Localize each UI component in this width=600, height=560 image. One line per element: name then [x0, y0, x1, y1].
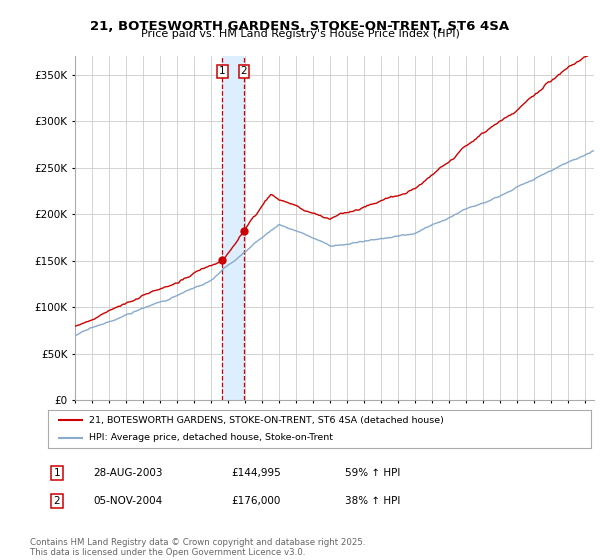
Text: 38% ↑ HPI: 38% ↑ HPI: [345, 496, 400, 506]
Text: Price paid vs. HM Land Registry's House Price Index (HPI): Price paid vs. HM Land Registry's House …: [140, 29, 460, 39]
Text: £144,995: £144,995: [231, 468, 281, 478]
Bar: [223, 56, 244, 400]
Text: Contains HM Land Registry data © Crown copyright and database right 2025.
This d: Contains HM Land Registry data © Crown c…: [30, 538, 365, 557]
Text: 1: 1: [219, 67, 226, 77]
Text: 05-NOV-2004: 05-NOV-2004: [93, 496, 162, 506]
Text: 59% ↑ HPI: 59% ↑ HPI: [345, 468, 400, 478]
Text: 2: 2: [53, 496, 61, 506]
Text: HPI: Average price, detached house, Stoke-on-Trent: HPI: Average price, detached house, Stok…: [89, 433, 333, 442]
Text: 21, BOTESWORTH GARDENS, STOKE-ON-TRENT, ST6 4SA: 21, BOTESWORTH GARDENS, STOKE-ON-TRENT, …: [91, 20, 509, 32]
Text: 28-AUG-2003: 28-AUG-2003: [93, 468, 163, 478]
Text: 1: 1: [53, 468, 61, 478]
Text: £176,000: £176,000: [231, 496, 280, 506]
Text: 21, BOTESWORTH GARDENS, STOKE-ON-TRENT, ST6 4SA (detached house): 21, BOTESWORTH GARDENS, STOKE-ON-TRENT, …: [89, 416, 443, 424]
Text: 2: 2: [241, 67, 247, 77]
